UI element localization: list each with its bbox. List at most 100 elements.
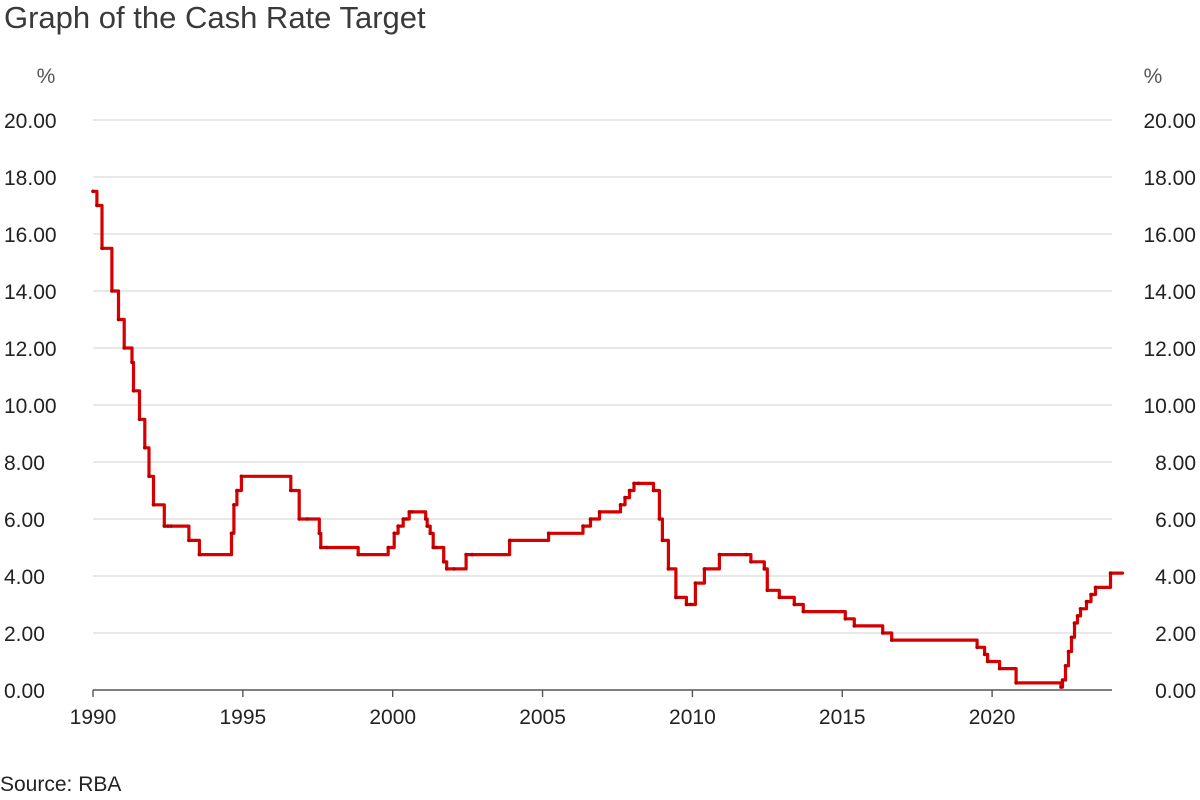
y-tick-label-right: 2.00 [1155, 623, 1196, 646]
data-point [325, 545, 329, 550]
data-point [744, 552, 749, 557]
data-point [166, 524, 170, 528]
data-point [356, 552, 361, 557]
y-tick-label-right: 18.00 [1143, 167, 1196, 190]
data-point [581, 524, 585, 528]
data-point [404, 517, 409, 521]
y-tick-label-right: 10.00 [1143, 395, 1196, 418]
data-point [386, 545, 391, 550]
y-unit-right: % [1144, 65, 1163, 88]
gridlines [93, 119, 1112, 634]
data-point [1078, 607, 1083, 611]
data-point [997, 666, 1002, 671]
y-tick-label-left: 16.00 [4, 224, 57, 247]
data-point [151, 503, 156, 507]
y-unit-left: % [37, 65, 56, 88]
data-point [396, 524, 400, 528]
data-point [674, 595, 678, 600]
data-point [792, 602, 797, 607]
data-point [122, 346, 126, 350]
y-tick-label-left: 12.00 [4, 338, 57, 361]
data-point [623, 495, 627, 500]
data-point [1108, 571, 1113, 575]
cash-rate-line [91, 189, 1125, 689]
data-point [131, 389, 136, 393]
y-tick-label-right: 0.00 [1155, 680, 1196, 703]
data-point [975, 645, 979, 650]
data-point [801, 609, 806, 614]
data-point [116, 317, 121, 322]
data-point [305, 517, 310, 521]
y-tick-label-right: 8.00 [1155, 452, 1196, 475]
data-point [410, 510, 415, 514]
data-point [777, 595, 782, 600]
data-point [1075, 614, 1080, 618]
x-tick-label: 1990 [70, 706, 117, 729]
x-tick-label: 2010 [669, 706, 716, 729]
data-point [889, 638, 894, 642]
data-point [431, 545, 436, 550]
chart-title: Graph of the Cash Rate Target [4, 0, 426, 35]
axes: 0.00 0.00 2.00 2.00 4.00 4.00 6.00 6.00 8.00 8.00… [4, 65, 1196, 729]
data-point [627, 488, 632, 493]
data-point [666, 567, 671, 571]
data-point [392, 531, 397, 536]
y-tick-label-right: 20.00 [1143, 110, 1196, 133]
data-point [197, 552, 202, 557]
data-point [1093, 585, 1098, 590]
data-point [1060, 678, 1065, 682]
data-point [110, 289, 114, 293]
x-tick-label: 2020 [969, 706, 1016, 729]
data-point [434, 545, 439, 550]
y-tick-label-left: 14.00 [4, 281, 57, 304]
data-point [317, 531, 322, 536]
data-point [982, 652, 987, 657]
data-point [147, 474, 151, 479]
y-tick-label-left: 4.00 [4, 566, 45, 589]
y-tick-label-right: 4.00 [1155, 566, 1196, 589]
y-tick-label-left: 10.00 [4, 395, 57, 418]
data-point [232, 503, 236, 507]
data-point [880, 631, 885, 635]
data-point [852, 624, 857, 628]
data-point [91, 189, 95, 194]
data-point [717, 552, 722, 557]
data-point [636, 481, 641, 486]
data-point [143, 446, 147, 450]
data-point [470, 552, 474, 557]
data-point [100, 246, 104, 251]
y-tick-label-right: 16.00 [1143, 224, 1196, 247]
y-tick-label-right: 12.00 [1143, 338, 1196, 361]
data-point [319, 545, 323, 550]
data-point [1066, 649, 1071, 654]
data-point [441, 560, 446, 564]
data-point [660, 538, 665, 543]
y-tick-label-left: 18.00 [4, 167, 57, 190]
data-point [702, 567, 707, 571]
data-point [597, 510, 602, 514]
data-point [657, 517, 662, 521]
data-point [1063, 664, 1068, 668]
y-tick-label-left: 20.00 [4, 110, 57, 133]
data-point [423, 517, 428, 521]
data-point [689, 602, 693, 607]
x-tick-label: 2000 [369, 706, 416, 729]
y-tick-label-right: 14.00 [1143, 281, 1196, 304]
data-point [169, 524, 173, 528]
data-point [618, 503, 623, 507]
data-point [297, 517, 302, 521]
x-tick-label: 2005 [519, 706, 566, 729]
data-point [229, 531, 234, 536]
y-tick-label-left: 6.00 [4, 509, 45, 532]
data-point [187, 538, 191, 543]
data-point [425, 524, 430, 528]
y-tick-label-left: 0.00 [4, 680, 45, 703]
data-point [130, 360, 134, 365]
data-point [235, 488, 239, 493]
data-point [1059, 685, 1063, 689]
data-point [1089, 592, 1093, 597]
data-point [401, 517, 406, 521]
data-point [632, 481, 636, 486]
y-tick-label-left: 2.00 [4, 623, 45, 646]
